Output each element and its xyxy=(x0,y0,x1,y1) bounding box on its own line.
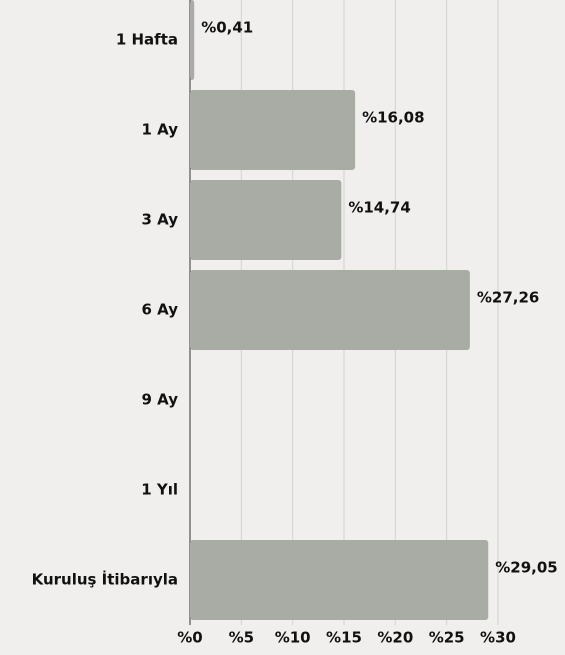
x-tick-label: %15 xyxy=(326,629,362,647)
bar xyxy=(190,270,470,350)
x-tick-label: %25 xyxy=(429,629,465,647)
x-tick-label: %10 xyxy=(275,629,311,647)
bar xyxy=(190,540,489,620)
y-tick-label: 6 Ay xyxy=(141,301,178,319)
value-label: %0,41 xyxy=(201,19,253,37)
y-tick-label: 3 Ay xyxy=(141,211,178,229)
y-tick-label: 9 Ay xyxy=(141,391,178,409)
x-tick-label: %5 xyxy=(229,629,254,647)
x-tick-label: %0 xyxy=(177,629,202,647)
value-label: %29,05 xyxy=(495,559,557,577)
bar xyxy=(190,90,356,170)
y-tick-label: 1 Hafta xyxy=(116,31,178,49)
x-tick-label: %30 xyxy=(480,629,516,647)
value-label: %16,08 xyxy=(362,109,424,127)
x-tick-label: %20 xyxy=(377,629,413,647)
y-tick-label: 1 Ay xyxy=(141,121,178,139)
y-tick-label: Kuruluş İtibarıyla xyxy=(32,570,178,589)
value-label: %27,26 xyxy=(477,289,539,307)
y-tick-label: 1 Yıl xyxy=(141,481,178,499)
bar xyxy=(190,0,195,80)
bar xyxy=(190,180,342,260)
value-label: %14,74 xyxy=(348,199,410,217)
